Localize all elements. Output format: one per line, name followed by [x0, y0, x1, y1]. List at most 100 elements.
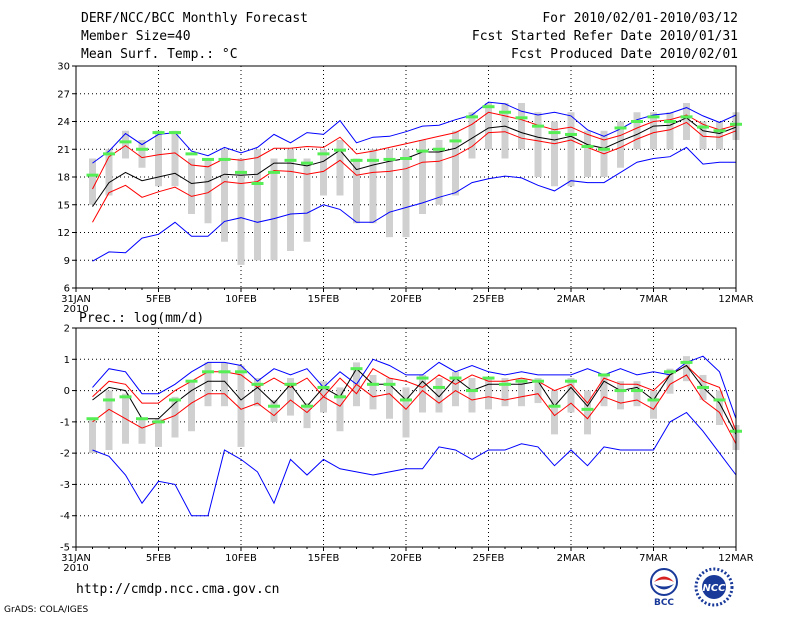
obs-marker [581, 144, 594, 148]
y-tick-label: 0 [64, 386, 70, 397]
y-tick-label: -2 [60, 449, 70, 460]
obs-marker [202, 370, 214, 374]
bcc-logo-text: BCC [654, 598, 674, 607]
obs-marker [86, 417, 99, 421]
range-bar [254, 378, 261, 407]
obs-marker [251, 382, 264, 386]
range-bar [650, 390, 657, 419]
range-bar [633, 112, 641, 150]
range-bar [105, 149, 113, 196]
range-bar [666, 368, 674, 394]
range-bar [452, 130, 459, 196]
range-bar [89, 418, 96, 454]
x-tick-label: 15FEB [308, 294, 340, 305]
x-tick-label: 5FEB [146, 294, 171, 305]
website-url[interactable]: http://cmdp.ncc.cma.gov.cn [76, 582, 280, 597]
x-tick-label: 10FEB [225, 294, 257, 305]
range-bar [155, 418, 162, 447]
obs-marker [235, 170, 247, 174]
range-bar [551, 390, 558, 435]
obs-marker [301, 404, 313, 408]
obs-marker [647, 115, 660, 119]
precipitation-panel: -5 -4 -3 -2 -1 0 1 2 31JAN 5FEB 10FEB 15FEB 20FEB 25F… [60, 324, 754, 575]
range-bar [716, 121, 723, 150]
obs-marker [383, 157, 396, 161]
x-tick-label: 12MAR [718, 294, 753, 305]
x-tick-label: 25FEB [473, 553, 505, 564]
x-year-label: 2010 [63, 304, 88, 315]
x-tick-label: 7MAR [639, 553, 668, 564]
ncc-logo-text: NCC [702, 583, 726, 594]
range-bar [683, 356, 690, 382]
range-bar [485, 378, 492, 410]
obs-marker [235, 370, 247, 374]
obs-marker [664, 370, 676, 374]
series-line-mean_plus [92, 364, 737, 432]
obs-marker [466, 115, 478, 119]
obs-marker [251, 181, 264, 185]
range-bar [386, 149, 393, 238]
obs-marker [680, 115, 693, 119]
obs-marker [466, 389, 478, 393]
range-bar [303, 158, 311, 242]
obs-marker [647, 398, 660, 402]
x-tick-label: 20FEB [390, 553, 422, 564]
series-line-min [92, 411, 737, 517]
range-bar [683, 103, 690, 140]
range-bar [138, 140, 146, 168]
series-line-min [92, 146, 736, 262]
y-tick-label: 6 [64, 284, 70, 295]
range-bar [584, 390, 591, 435]
obs-marker [515, 379, 528, 383]
range-bar [584, 130, 591, 177]
forecast-period: For 2010/02/01-2010/03/12 [542, 11, 738, 26]
obs-marker [218, 157, 231, 161]
x-tick-label: 20FEB [390, 294, 422, 305]
y-tick-label: -3 [60, 480, 70, 491]
y-tick-label: 21 [57, 145, 70, 156]
y-tick-label: 2 [64, 324, 70, 335]
obs-marker [697, 385, 709, 389]
obs-marker [515, 116, 528, 120]
range-bar [270, 158, 278, 261]
range-bar [353, 158, 360, 224]
range-bar [171, 396, 179, 438]
obs-marker [532, 124, 544, 128]
range-bar [188, 158, 195, 214]
obs-marker [103, 398, 115, 402]
obs-marker [86, 173, 99, 177]
obs-marker [383, 382, 396, 386]
obs-marker [400, 398, 412, 402]
obs-marker [152, 420, 165, 424]
obs-marker [565, 132, 577, 136]
obs-marker [268, 170, 280, 174]
fcst-produced: Fcst Produced Date 2010/02/01 [511, 47, 738, 62]
obs-marker [598, 373, 610, 377]
range-bar [419, 140, 426, 214]
ncc-logo: NCC [694, 567, 734, 607]
y-tick-label: 1 [64, 355, 70, 366]
y-tick-label: 30 [57, 62, 70, 73]
x-tick-label: 2MAR [557, 553, 586, 564]
range-bar [468, 378, 476, 413]
range-bar [716, 390, 723, 425]
precip-panel-title: Prec.: log(mm/d) [79, 311, 204, 326]
range-bar [89, 158, 96, 205]
member-size: Member Size=40 [81, 29, 191, 44]
obs-marker [499, 382, 511, 386]
bcc-logo-swoosh [654, 576, 674, 582]
range-bar [402, 149, 410, 238]
bcc-logo-wave [654, 584, 674, 590]
obs-marker [317, 152, 330, 156]
obs-marker [136, 417, 148, 421]
range-bar [188, 381, 195, 432]
obs-marker [218, 370, 231, 374]
y-tick-label: 18 [57, 173, 70, 184]
obs-marker [614, 389, 627, 393]
range-bar [171, 130, 179, 187]
obs-marker [416, 376, 429, 380]
range-bar [518, 103, 525, 150]
range-bar [204, 158, 212, 224]
obs-marker [565, 379, 577, 383]
obs-marker [631, 120, 643, 123]
